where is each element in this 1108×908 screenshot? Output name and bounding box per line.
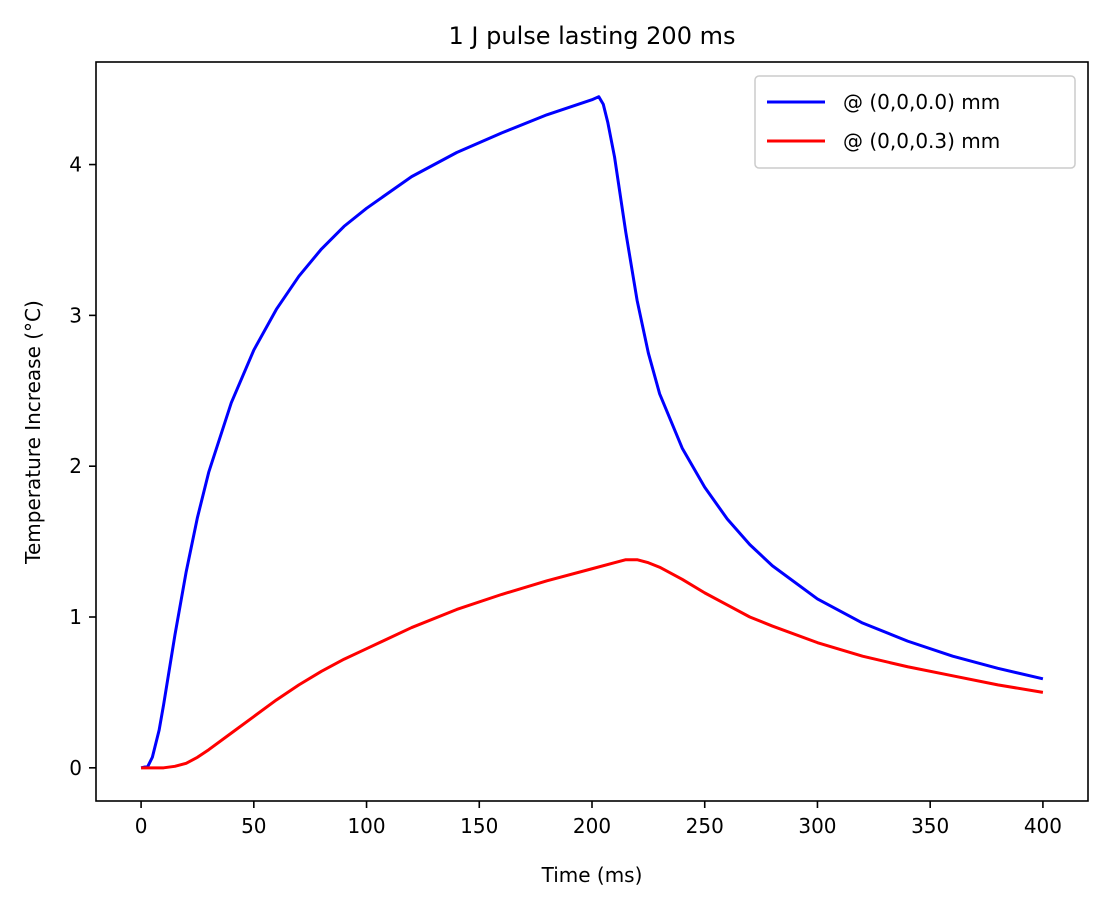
x-tick-label: 400 <box>1024 814 1062 838</box>
x-tick-label: 50 <box>241 814 266 838</box>
legend-box <box>754 75 1076 169</box>
y-tick-label: 1 <box>69 605 82 629</box>
x-tick-label: 100 <box>347 814 385 838</box>
x-tick-label: 200 <box>573 814 611 838</box>
x-axis-label: Time (ms) <box>541 863 643 887</box>
legend-label-2: @ (0,0,0.3) mm <box>843 129 1000 153</box>
plot-area: 0 50 100 150 200 250 300 350 400 0 1 2 3 4 <box>69 61 1089 838</box>
y-tick-label: 3 <box>69 303 82 327</box>
chart-title: 1 J pulse lasting 200 ms <box>449 22 736 50</box>
y-tick-label: 4 <box>69 153 82 177</box>
series-line-2 <box>141 558 1044 770</box>
legend-label-1: @ (0,0,0.0) mm <box>843 90 1000 114</box>
x-tick-label: 250 <box>686 814 724 838</box>
y-tick-label: 2 <box>69 454 82 478</box>
x-tick-label: 150 <box>460 814 498 838</box>
x-tick-label: 300 <box>798 814 836 838</box>
y-axis-label: Temperature Increase (°C) <box>21 300 45 565</box>
y-tick-label: 0 <box>69 756 82 780</box>
x-tick-label: 0 <box>135 814 148 838</box>
series-line-1 <box>140 95 1044 770</box>
x-tick-label: 350 <box>911 814 949 838</box>
legend: @ (0,0,0.0) mm @ (0,0,0.3) mm <box>754 75 1076 169</box>
